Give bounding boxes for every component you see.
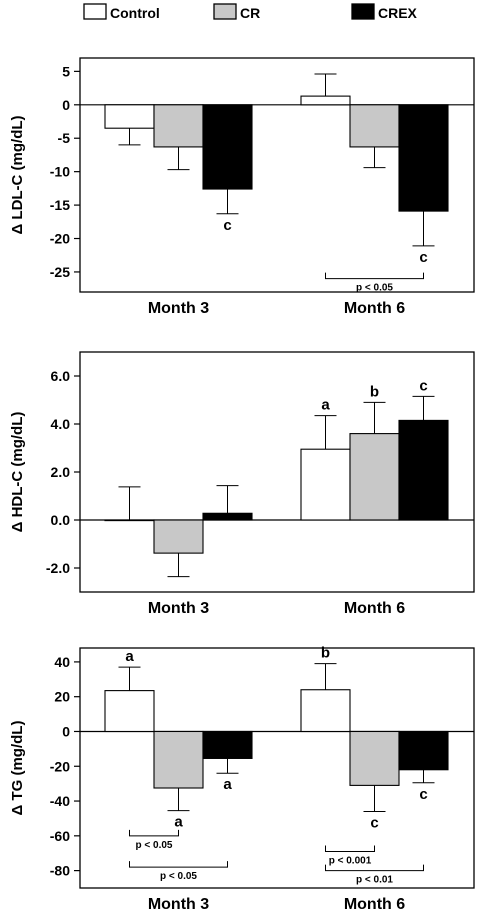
legend-label-2: CREX	[378, 5, 418, 21]
category-label-1-1: Month 6	[344, 600, 405, 617]
bar-1-cr-0	[153, 519, 204, 554]
y-tick-label-2-3: -20	[50, 758, 70, 774]
comparison-bracket-2-0	[129, 829, 179, 837]
significance-label-0-2-0: c	[223, 217, 231, 234]
bar-2-control-1	[300, 689, 351, 733]
y-tick-label-1-1: 4.0	[51, 416, 71, 432]
legend-swatch-0	[83, 3, 107, 20]
category-label-2-0: Month 3	[148, 896, 209, 913]
comparison-bracket-0-0	[325, 272, 424, 280]
bar-1-control-1	[300, 448, 351, 521]
significance-label-2-0-0: a	[125, 648, 134, 665]
legend-swatch-2	[351, 3, 375, 20]
comparison-bracket-2-3	[325, 864, 424, 872]
comparison-pvalue-2-3: p < 0.01	[356, 875, 393, 886]
y-axis-label-2: Δ TG (mg/dL)	[9, 721, 26, 816]
y-tick-label-1-2: 2.0	[51, 464, 71, 480]
legend-swatch-1	[213, 3, 237, 20]
bar-2-cr-1	[349, 730, 400, 786]
plot-frame-0	[79, 57, 475, 293]
y-tick-label-2-1: 20	[54, 689, 70, 705]
significance-label-1-2-1: c	[419, 377, 427, 394]
bar-0-control-1	[300, 95, 351, 106]
y-tick-label-2-2: 0	[62, 723, 70, 739]
y-tick-label-2-5: -60	[50, 828, 70, 844]
bar-0-crex-0	[202, 104, 253, 190]
comparison-pvalue-2-2: p < 0.001	[329, 855, 372, 866]
category-label-0-0: Month 3	[148, 300, 209, 317]
bar-0-cr-1	[349, 104, 400, 148]
legend-label-0: Control	[110, 5, 160, 21]
category-label-1-0: Month 3	[148, 600, 209, 617]
y-tick-label-0-6: -25	[50, 264, 70, 280]
bar-2-crex-0	[202, 730, 253, 759]
bar-1-crex-1	[398, 419, 449, 521]
bar-2-crex-1	[398, 730, 449, 771]
category-label-0-1: Month 6	[344, 300, 405, 317]
legend-label-1: CR	[240, 5, 260, 21]
y-tick-label-1-0: 6.0	[51, 368, 71, 384]
significance-label-1-1-1: b	[370, 383, 379, 400]
y-tick-label-2-4: -40	[50, 793, 70, 809]
significance-label-2-2-0: a	[223, 776, 232, 793]
category-label-2-1: Month 6	[344, 896, 405, 913]
significance-label-0-2-1: c	[419, 249, 427, 266]
y-tick-label-0-3: -10	[50, 164, 70, 180]
significance-label-2-0-1: b	[321, 645, 330, 662]
plot-frame-2	[79, 647, 475, 889]
y-tick-label-0-5: -20	[50, 231, 70, 247]
comparison-pvalue-2-1: p < 0.05	[160, 871, 197, 882]
bar-0-control-0	[104, 104, 155, 129]
y-tick-label-0-0: 5	[62, 63, 70, 79]
comparison-pvalue-0-0: p < 0.05	[356, 283, 393, 294]
y-tick-label-1-4: -2.0	[46, 560, 70, 576]
y-axis-label-0: Δ LDL-C (mg/dL)	[9, 115, 26, 234]
bar-1-control-0	[104, 519, 155, 522]
y-tick-label-0-2: -5	[58, 130, 71, 146]
significance-label-2-1-1: c	[370, 814, 378, 831]
bar-1-cr-1	[349, 433, 400, 521]
y-axis-label-1: Δ HDL-C (mg/dL)	[9, 412, 26, 533]
bar-1-crex-0	[202, 512, 253, 521]
bar-2-cr-0	[153, 730, 204, 789]
comparison-bracket-2-1	[129, 861, 228, 868]
y-tick-label-0-4: -15	[50, 197, 70, 213]
comparison-pvalue-2-0: p < 0.05	[136, 840, 173, 851]
bar-0-cr-0	[153, 104, 204, 148]
significance-label-2-1-0: a	[174, 814, 183, 831]
bar-0-crex-1	[398, 104, 449, 212]
y-tick-label-2-6: -80	[50, 863, 70, 879]
significance-label-1-0-1: a	[321, 397, 330, 414]
y-tick-label-2-0: 40	[54, 654, 70, 670]
bar-2-control-0	[104, 690, 155, 733]
y-tick-label-1-3: 0.0	[51, 512, 71, 528]
significance-label-2-2-1: c	[419, 786, 427, 803]
comparison-bracket-2-2	[325, 845, 375, 852]
y-tick-label-0-1: 0	[62, 97, 70, 113]
